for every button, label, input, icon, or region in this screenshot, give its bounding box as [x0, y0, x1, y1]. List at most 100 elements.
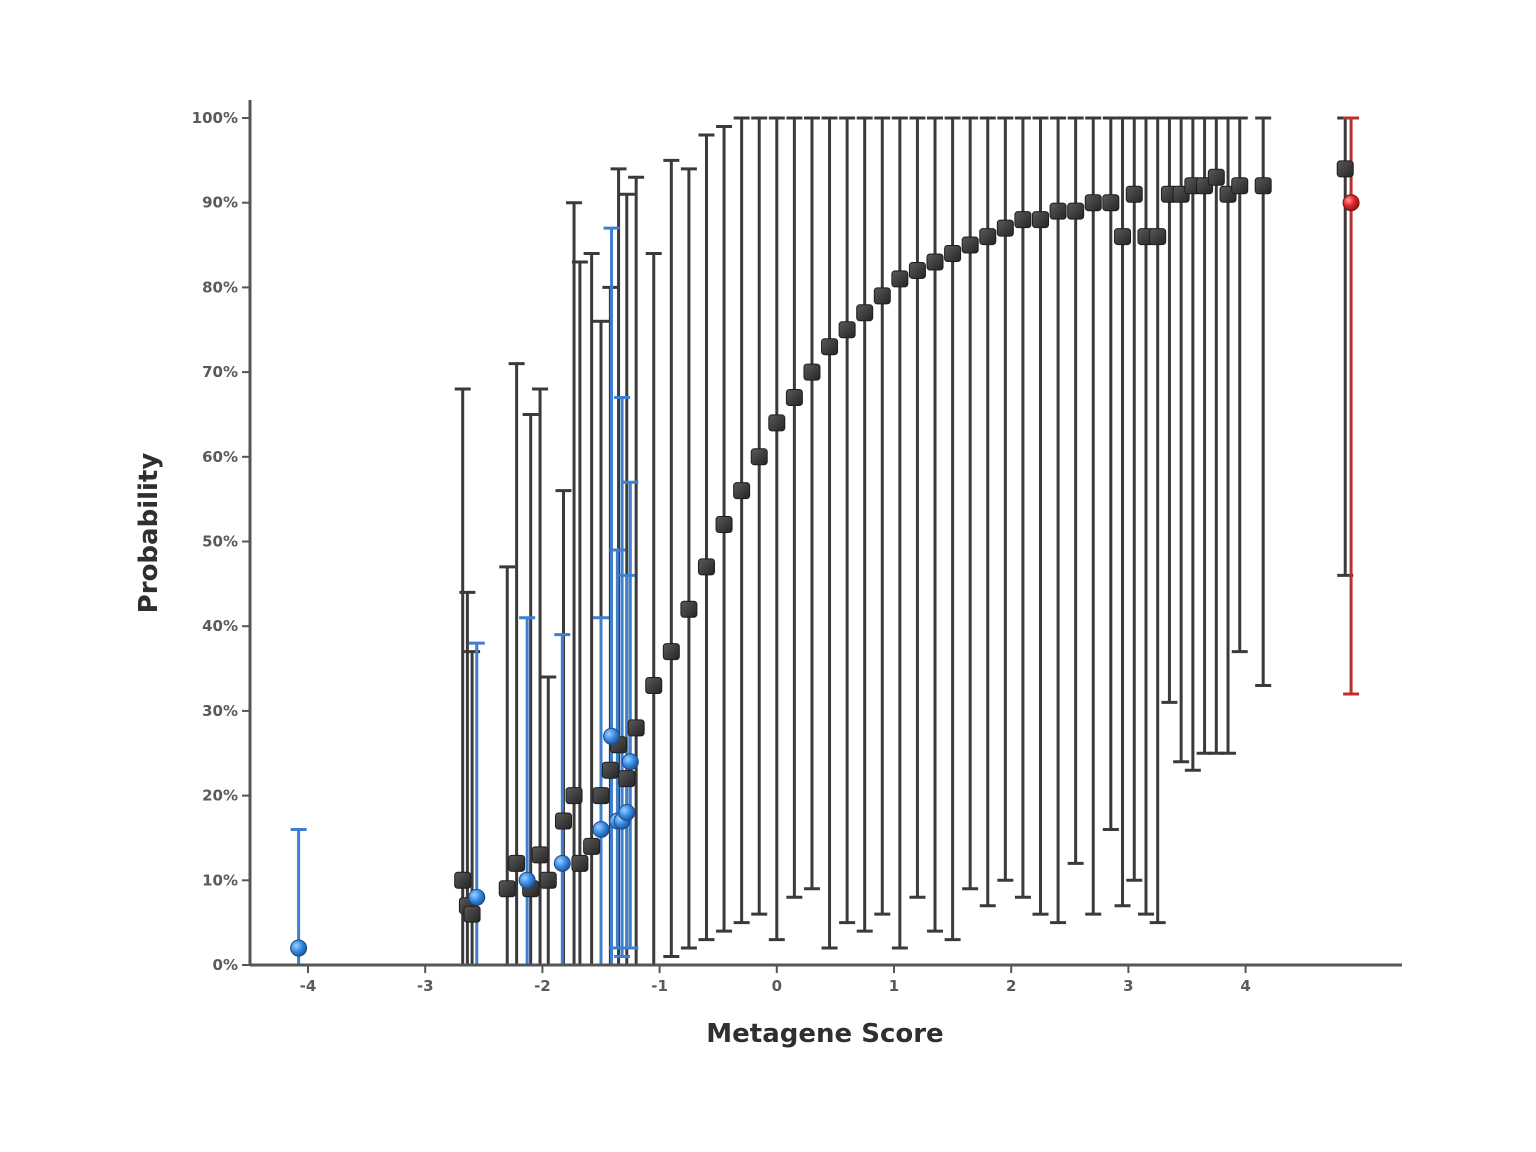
error-bar — [540, 675, 557, 967]
data-markers — [290, 160, 1360, 957]
data-point-circle — [618, 804, 636, 822]
y-tick-label: 40% — [202, 617, 238, 635]
data-point-square — [662, 643, 680, 661]
data-point-square — [583, 837, 601, 855]
error-bar — [768, 116, 785, 942]
y-tick-label: 60% — [202, 448, 238, 466]
data-point-square — [891, 270, 909, 288]
data-point-square — [821, 338, 839, 356]
x-tick-label: -1 — [651, 977, 668, 995]
data-point-square — [1014, 211, 1032, 229]
data-point-square — [1032, 211, 1049, 229]
data-point-circle — [468, 888, 486, 906]
error-bar — [786, 116, 803, 899]
data-point-square — [645, 676, 663, 694]
data-point-square — [565, 787, 583, 805]
error-bar — [1161, 116, 1178, 704]
error-bar — [803, 116, 820, 891]
data-point-square — [463, 905, 481, 923]
y-tick-label: 30% — [202, 702, 238, 720]
error-bar — [1102, 116, 1119, 831]
y-tick-label: 90% — [202, 194, 238, 212]
data-point-square — [1067, 202, 1085, 220]
error-bar — [519, 616, 536, 967]
data-point-square — [539, 871, 557, 889]
error-bar — [680, 167, 697, 950]
data-point-square — [498, 880, 516, 898]
data-point-square — [508, 854, 526, 872]
data-point-square — [733, 482, 751, 500]
error-bar — [1085, 116, 1102, 916]
data-point-circle — [553, 854, 571, 872]
data-point-square — [601, 761, 619, 779]
data-point-circle — [290, 939, 308, 957]
data-point-square — [531, 846, 549, 864]
tick-labels: -4 -3 -2 -1 0 1 2 3 40%10%20%30%40%50%60%70%80%9… — [192, 109, 1251, 995]
data-point-square — [554, 812, 572, 830]
error-bar — [663, 158, 680, 959]
y-tick-label: 50% — [202, 533, 238, 551]
data-point-square — [996, 219, 1014, 237]
y-tick-label: 100% — [192, 109, 238, 127]
data-point-square — [454, 871, 472, 889]
data-point-square — [1102, 194, 1120, 212]
error-bar — [962, 116, 979, 891]
data-point-circle — [592, 820, 610, 838]
data-point-square — [592, 787, 610, 805]
data-point-square — [627, 719, 645, 737]
error-bar — [1184, 116, 1201, 772]
data-point-square — [1114, 228, 1132, 246]
data-point-square — [571, 854, 589, 872]
data-point-square — [926, 253, 944, 271]
error-bar — [1231, 116, 1248, 654]
error-bar — [733, 116, 750, 925]
data-point-circle — [621, 753, 639, 771]
data-point-square — [785, 389, 803, 407]
data-point-square — [715, 516, 733, 534]
error-bar — [751, 116, 768, 916]
data-point-square — [1125, 185, 1143, 203]
data-point-square — [1149, 228, 1167, 246]
error-bar — [874, 116, 891, 916]
y-axis-title: Probability — [134, 453, 164, 614]
error-bar — [909, 116, 926, 899]
y-tick-label: 10% — [202, 871, 238, 889]
x-tick-label: 1 — [889, 977, 899, 995]
data-point-square — [680, 600, 698, 618]
error-bar — [997, 116, 1014, 882]
y-tick-label: 70% — [202, 363, 238, 381]
axes — [242, 100, 1402, 973]
data-point-square — [618, 770, 636, 788]
error-bar — [1050, 116, 1067, 925]
error-bar — [856, 116, 873, 933]
y-tick-label: 20% — [202, 787, 238, 805]
error-bar — [614, 396, 631, 959]
data-point-square — [979, 228, 997, 246]
error-bar — [821, 116, 838, 950]
data-point-square — [856, 304, 874, 322]
x-tick-label: -2 — [534, 977, 551, 995]
x-tick-label: 4 — [1240, 977, 1250, 995]
x-tick-label: 2 — [1006, 977, 1016, 995]
data-point-circle — [1342, 194, 1360, 212]
x-tick-label: -4 — [300, 977, 317, 995]
data-point-square — [1254, 177, 1272, 195]
data-point-square — [1207, 168, 1225, 186]
error-bar — [1014, 116, 1031, 899]
error-bar — [645, 252, 662, 967]
data-point-square — [697, 558, 715, 576]
error-bar — [1255, 116, 1272, 687]
data-point-square — [1049, 202, 1067, 220]
data-point-square — [768, 414, 786, 432]
x-tick-label: 3 — [1123, 977, 1133, 995]
x-tick-label: -3 — [417, 977, 434, 995]
data-point-square — [908, 261, 926, 279]
error-bar — [979, 116, 996, 908]
error-bar — [839, 116, 856, 925]
data-point-square — [944, 245, 962, 263]
error-bar — [1208, 116, 1225, 755]
data-point-square — [838, 321, 856, 339]
error-bars — [290, 116, 1360, 967]
